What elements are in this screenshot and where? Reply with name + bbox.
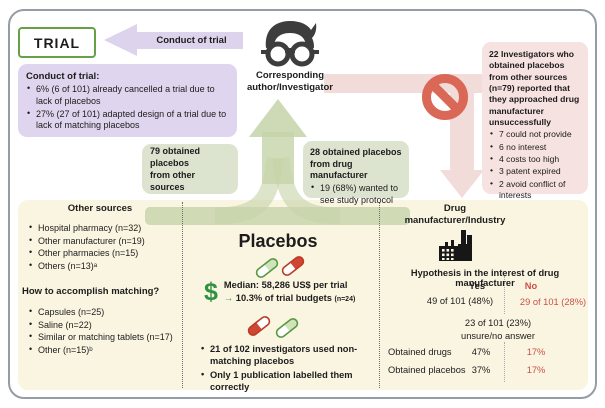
divider-right-column	[379, 202, 380, 388]
other-sources-item: Other manufacturer (n=19)	[28, 235, 178, 248]
other-sources-list: Hospital pharmacy (n=32) Other manufactu…	[28, 222, 178, 272]
median-line2-text: 10.3% of trial budgets	[235, 292, 332, 303]
other-sources-item: Other pharmacies (n=15)	[28, 247, 178, 260]
divider-yes-no-bottom	[504, 342, 505, 382]
row-obtained-drugs-no: 17%	[526, 347, 546, 357]
median-line1: Median: 58,286 US$ per trial	[223, 280, 348, 290]
yes-total-value: 49 of 101 (48%)	[426, 296, 494, 306]
obtained-manufacturer-box: 28 obtained placebos from drug manufactu…	[303, 141, 409, 205]
obtained-other-line2: from other sources	[150, 170, 195, 193]
conduct-bullet: 27% (27 of 101) adapted design of a tria…	[26, 108, 229, 132]
hypothesis-title: Hypothesis in the interest of drug manuf…	[410, 268, 560, 288]
yes-column-header: Yes	[468, 281, 486, 291]
unsuccessful-title: 22 Investigators who obtained placebos f…	[489, 49, 580, 128]
matching-item: Saline (n=22)	[28, 319, 178, 332]
obtained-other-sources-box: 79 obtained placebos from other sources	[142, 144, 238, 194]
investigator-label-line2: author/Investigator	[246, 81, 334, 93]
factory-icon	[437, 230, 473, 261]
red-capsule-pill-icon	[244, 314, 274, 338]
no-column-header: No	[524, 281, 538, 291]
other-sources-item: Others (n=13)ᵃ	[28, 260, 178, 273]
conduct-bullet: 6% (6 of 101) already cancelled a trial …	[26, 83, 229, 107]
matching-title: How to accomplish matching?	[22, 286, 160, 297]
row-obtained-placebos-yes: 37%	[471, 365, 491, 375]
matching-item: Other (n=15)ᵇ	[28, 344, 178, 357]
green-capsule-pill-icon	[272, 316, 302, 340]
red-capsule-pill-icon	[278, 254, 308, 278]
dm-title-line1: Drug	[443, 203, 467, 214]
prohibition-icon	[422, 74, 468, 120]
unsuccessful-bullet: 3 patent expired	[489, 165, 581, 177]
row-obtained-drugs-yes: 47%	[471, 347, 491, 357]
dollar-sign-icon: $	[204, 278, 218, 306]
unsuccessful-bullet: 4 costs too high	[489, 153, 581, 165]
investigator-label: Corresponding author/Investigator	[228, 70, 352, 93]
row-obtained-placebos-label: Obtained placebos	[388, 365, 466, 375]
trial-label: TRIAL	[33, 34, 81, 51]
unsuccessful-bullet: 2 avoid conflict of interests	[489, 178, 581, 202]
matching-item: Capsules (n=25)	[28, 306, 178, 319]
obtained-manufacturer-title: 28 obtained placebos from drug manufactu…	[310, 147, 402, 181]
no-total-value: 29 of 101 (28%)	[519, 297, 587, 307]
divider-yes-no-top	[504, 276, 505, 314]
green-capsule-pill-icon	[252, 256, 282, 280]
conduct-arrow-label: Conduct of trial	[156, 35, 227, 46]
right-arrow-icon: →	[223, 292, 234, 303]
unsuccessful-bullet: 7 could not provide	[489, 128, 581, 140]
obtained-manufacturer-bullet: 19 (68%) wanted to see study protocol	[310, 182, 402, 206]
placebos-title: Placebos	[238, 231, 318, 251]
conduct-box-title: Conduct of trial:	[26, 71, 100, 82]
row-obtained-drugs-label: Obtained drugs	[388, 347, 452, 357]
placebo-sources-merge-arrow	[145, 99, 410, 225]
matching-item: Similar or matching tablets (n=17)	[28, 331, 178, 344]
unsure-count: 23 of 101 (23%)	[464, 318, 532, 328]
matching-list: Capsules (n=25) Saline (n=22) Similar or…	[28, 306, 178, 356]
other-sources-item: Hospital pharmacy (n=32)	[28, 222, 178, 235]
trial-box: TRIAL	[18, 27, 96, 58]
unsuccessful-approach-box: 22 Investigators who obtained placebos f…	[482, 42, 588, 200]
obtained-other-line1: 79 obtained placebos	[150, 145, 201, 168]
placebo-finding: Only 1 publication labelled them correct…	[200, 369, 368, 393]
divider-left-column	[182, 202, 183, 388]
drug-manufacturer-title: Drug manufacturer/Industry	[375, 203, 535, 227]
placebo-finding: 21 of 102 investigators used non-matchin…	[200, 343, 368, 367]
median-line2-n: (n=24)	[334, 295, 356, 303]
unsure-label: unsure/no answer	[461, 331, 535, 341]
placebo-findings-list: 21 of 102 investigators used non-matchin…	[200, 341, 368, 393]
unsuccessful-bullet: 6 no interest	[489, 141, 581, 153]
investigator-label-line1: Corresponding	[255, 70, 325, 81]
median-line2: → 10.3% of trial budgets (n=24)	[204, 292, 374, 305]
row-obtained-placebos-no: 17%	[526, 365, 546, 375]
nerd-face-glasses-icon	[261, 18, 319, 70]
other-sources-title: Other sources	[67, 203, 133, 214]
dm-title-line2: manufacturer/Industry	[404, 214, 506, 226]
median-cost-block: $ Median: 58,286 US$ per trial → 10.3% o…	[204, 279, 374, 305]
conduct-of-trial-arrow	[104, 24, 243, 56]
conduct-of-trial-box: Conduct of trial: 6% (6 of 101) already …	[18, 64, 237, 137]
